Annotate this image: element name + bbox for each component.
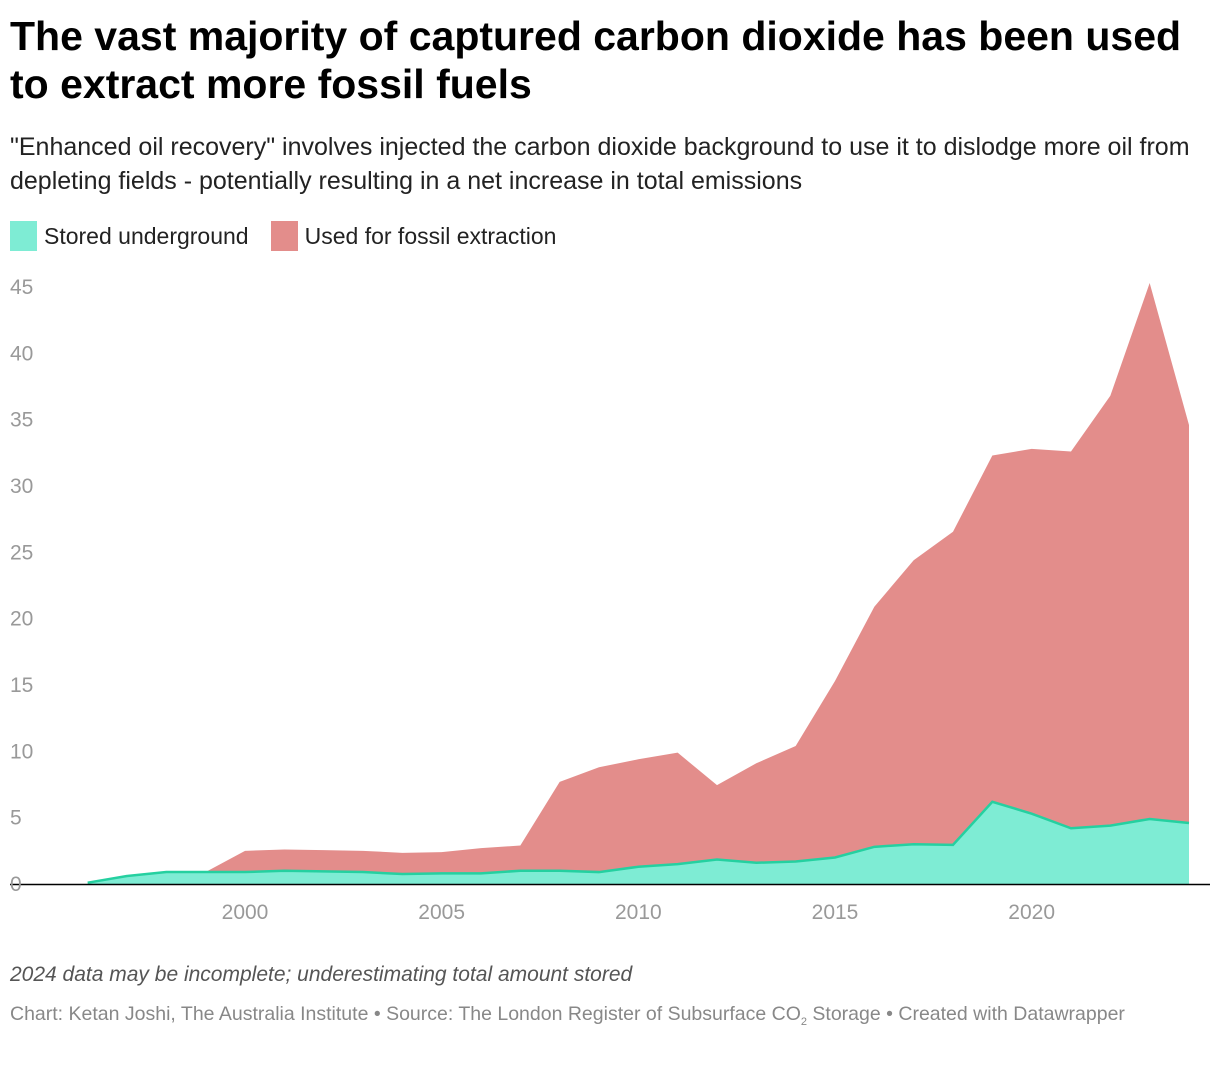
legend-label-stored: Stored underground: [44, 222, 249, 249]
chart-credit: Chart: Ketan Joshi, The Australia Instit…: [10, 1001, 1160, 1035]
y-tick-label: 25: [10, 541, 33, 564]
x-tick-label: 2020: [1008, 901, 1055, 924]
credit-text: Chart: Ketan Joshi, The Australia Instit…: [10, 1003, 801, 1025]
legend: Stored underground Used for fossil extra…: [10, 221, 578, 251]
y-tick-label: 35: [10, 409, 33, 432]
credit-subscript: 2: [800, 1015, 807, 1028]
chart-note: 2024 data may be incomplete; underestima…: [10, 963, 633, 986]
y-tick-label: 5: [10, 807, 22, 830]
x-tick-label: 2015: [812, 901, 859, 924]
chart-title: The vast majority of captured carbon dio…: [10, 13, 1182, 107]
legend-swatch-fossil: [270, 221, 298, 251]
y-tick-label: 45: [10, 276, 33, 299]
y-tick-label: 40: [10, 342, 33, 365]
line-stored-underground: [87, 800, 1190, 884]
legend-item-stored: Stored underground: [10, 221, 249, 251]
area-stored-underground: [87, 801, 1190, 884]
area-used-for-fossil-extraction: [87, 283, 1190, 883]
y-tick-label: 10: [10, 740, 33, 763]
chart-subtitle: "Enhanced oil recovery" involves injecte…: [10, 133, 1190, 195]
y-tick-label: 20: [10, 608, 33, 631]
x-tick-label: 2000: [222, 901, 269, 924]
legend-label-fossil: Used for fossil extraction: [304, 222, 557, 249]
legend-item-fossil: Used for fossil extraction: [270, 221, 557, 251]
y-tick-label: 15: [10, 674, 33, 697]
y-tick-label: 30: [10, 475, 33, 498]
credit-text-end: Storage • Created with Datawrapper: [807, 1003, 1125, 1025]
y-tick-label: 0: [10, 873, 22, 896]
legend-swatch-stored: [10, 221, 37, 251]
x-tick-label: 2005: [418, 901, 465, 924]
x-tick-label: 2010: [615, 901, 662, 924]
area-chart: 0 5 10 15 20 25 30 35 40 45 2000 2005 2010 2015 2020: [10, 276, 1210, 924]
